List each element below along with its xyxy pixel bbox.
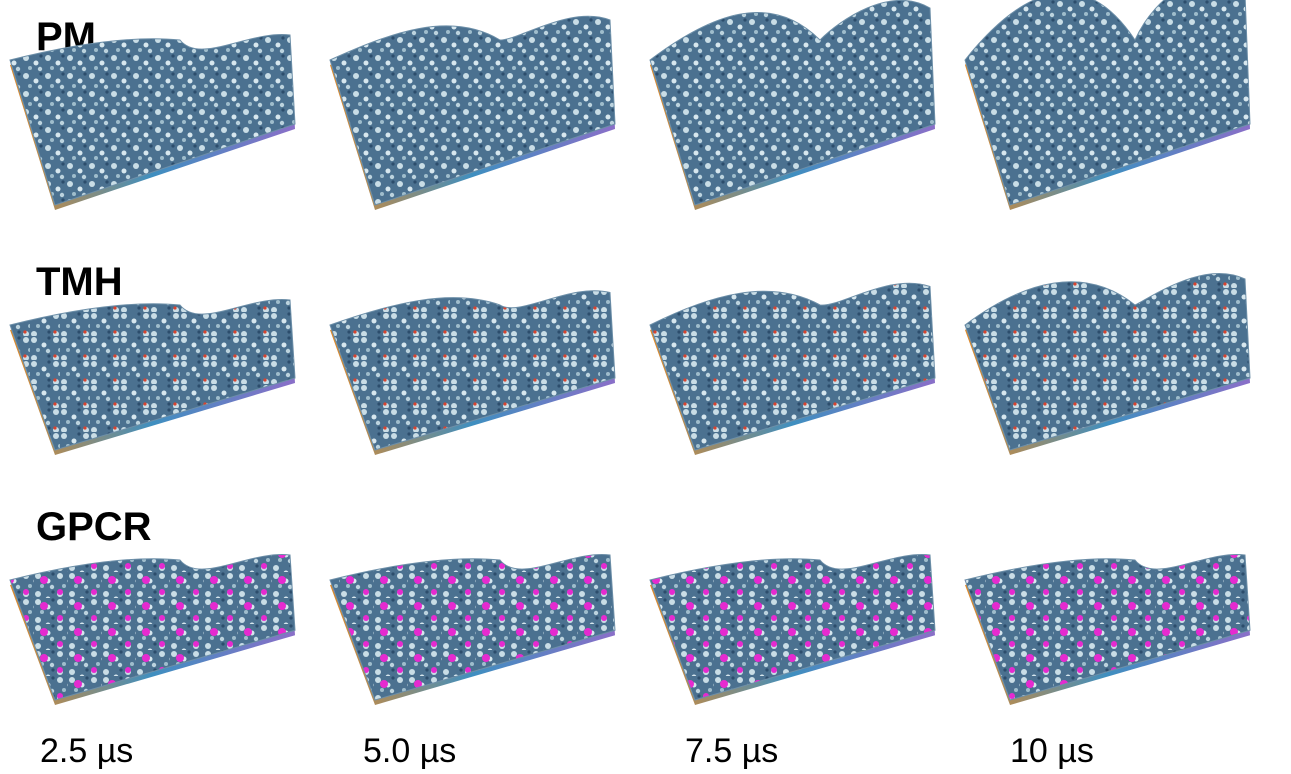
time-label: 10 µs	[1010, 732, 1094, 770]
time-label: 5.0 µs	[363, 732, 456, 770]
membrane	[965, 555, 1250, 700]
figure: PM TMH GPCR 2.5 µs 5.0 µs 7.5 µs 10 µs	[0, 0, 1291, 774]
membrane	[650, 555, 935, 700]
membrane	[10, 300, 295, 450]
time-label: 7.5 µs	[685, 732, 778, 770]
row-label: TMH	[36, 260, 123, 304]
membrane	[10, 555, 295, 700]
membrane	[330, 555, 615, 700]
membrane	[10, 35, 295, 205]
row-label: GPCR	[36, 505, 152, 549]
membranes	[10, 0, 1250, 705]
time-label: 2.5 µs	[40, 732, 133, 770]
membrane	[330, 291, 615, 450]
